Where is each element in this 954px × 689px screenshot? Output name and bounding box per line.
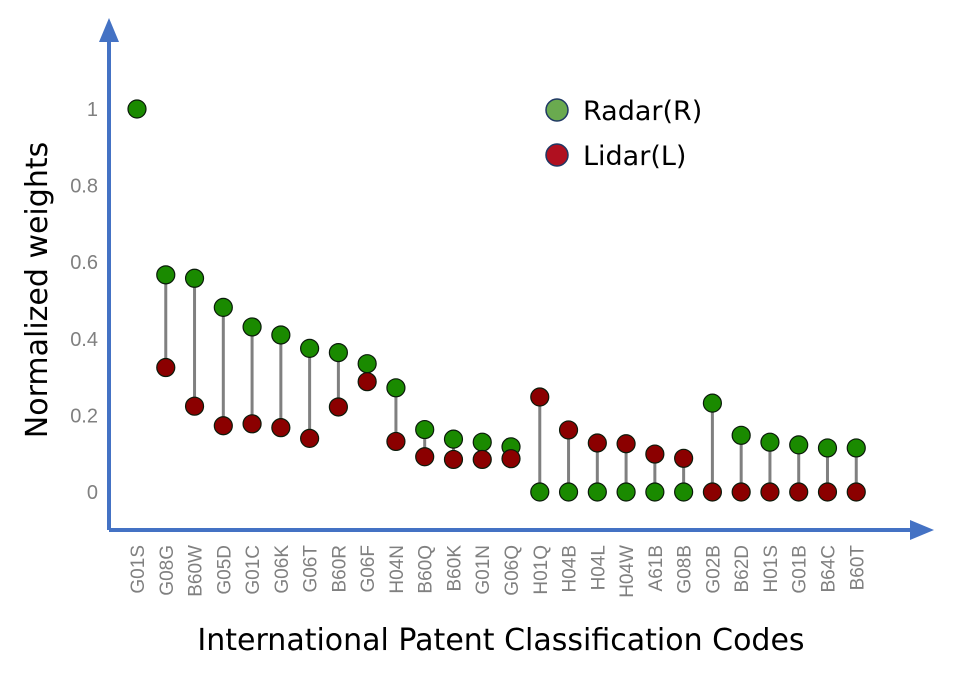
- radar-point: [357, 354, 377, 374]
- radar-point: [213, 297, 233, 317]
- radar-point: [386, 378, 406, 398]
- x-tick-label: A61B: [646, 545, 667, 591]
- x-tick-label: G06K: [272, 545, 293, 594]
- data-points: [127, 99, 866, 502]
- radar-point: [817, 438, 838, 458]
- radar-point: [443, 429, 464, 449]
- y-tick-label: 1: [87, 99, 98, 121]
- lidar-point: [702, 482, 723, 502]
- lidar-point: [386, 431, 406, 452]
- lidar-point: [300, 428, 320, 448]
- x-axis-arrow-icon: [910, 520, 934, 540]
- radar-point: [760, 432, 780, 452]
- radar-point: [616, 482, 636, 502]
- lidar-point: [472, 449, 492, 470]
- x-tick-label: H04W: [617, 545, 638, 598]
- radar-point: [127, 99, 147, 119]
- x-tick-label: B60R: [329, 545, 350, 593]
- y-tick-label: 0.6: [70, 252, 98, 274]
- x-tick-label: B60Q: [416, 545, 437, 594]
- lidar-point: [731, 482, 751, 502]
- x-tick-label: G06Q: [502, 545, 523, 596]
- radar-point: [156, 265, 176, 285]
- lidar-point: [213, 416, 233, 436]
- x-tick-label: G01S: [128, 545, 149, 594]
- lidar-point: [616, 434, 636, 454]
- y-axis-title: Normalized weights: [20, 142, 55, 438]
- legend: Radar(R) Lidar(L): [545, 96, 702, 172]
- lidar-point: [587, 433, 607, 453]
- lidar-point: [443, 449, 464, 470]
- lidar-point: [271, 418, 291, 438]
- y-tick-label: 0.2: [70, 405, 98, 427]
- x-tick-label: B64C: [818, 545, 839, 593]
- lidar-point: [242, 414, 262, 434]
- x-tick-label: H04N: [387, 545, 408, 594]
- x-tick-label: B60K: [444, 545, 465, 592]
- y-tick-label: 0: [87, 482, 98, 504]
- radar-point: [558, 482, 579, 502]
- x-tick-label: G01B: [790, 545, 811, 594]
- y-axis-arrow-icon: [99, 18, 119, 42]
- radar-point: [846, 438, 866, 458]
- x-tick-label: G01N: [473, 545, 494, 595]
- radar-point: [300, 338, 320, 358]
- radar-point: [645, 482, 665, 502]
- axes: [99, 18, 934, 540]
- y-tick-labels: 0 0.2 0.4 0.6 0.8 1: [70, 99, 98, 504]
- legend-label-lidar: Lidar(L): [583, 141, 686, 172]
- lidar-point: [789, 482, 809, 502]
- lidar-point: [558, 420, 579, 440]
- y-tick-label: 0.8: [70, 176, 98, 198]
- x-tick-label: G08G: [157, 545, 178, 596]
- radar-point: [472, 432, 492, 452]
- radar-point: [530, 482, 550, 502]
- x-tick-label: B62D: [732, 545, 753, 593]
- radar-point: [184, 268, 205, 288]
- legend-label-radar: Radar(R): [583, 96, 702, 127]
- lidar-point: [328, 397, 348, 417]
- lidar-point: [846, 482, 866, 502]
- lidar-point: [645, 444, 665, 464]
- lidar-point: [817, 482, 838, 502]
- x-tick-labels: G01S G08G B60W G05D G01C G06K G06T B60R G06F H04N…: [128, 545, 868, 598]
- legend-marker-lidar: [545, 143, 569, 167]
- x-tick-label: G01C: [243, 545, 264, 595]
- radar-point: [731, 425, 751, 445]
- x-tick-label: B60T: [847, 545, 868, 591]
- radar-point: [415, 419, 435, 440]
- lidar-point: [184, 396, 205, 416]
- legend-marker-radar: [545, 98, 569, 122]
- radar-point: [674, 482, 694, 502]
- x-tick-label: H01Q: [531, 545, 552, 595]
- x-tick-label: B60W: [186, 545, 207, 597]
- lidar-point: [415, 447, 435, 467]
- radar-point: [328, 342, 348, 363]
- y-tick-label: 0.4: [70, 329, 98, 351]
- x-tick-label: G06T: [301, 545, 322, 593]
- lidar-point: [674, 448, 694, 468]
- x-axis-title: International Patent Classification Code…: [197, 623, 804, 658]
- lidar-point: [760, 482, 780, 502]
- lidar-point: [501, 449, 521, 469]
- x-tick-label: G02B: [703, 545, 724, 594]
- lidar-point: [156, 357, 176, 378]
- radar-point: [789, 435, 809, 455]
- lidar-point: [530, 387, 550, 407]
- x-tick-label: H04L: [588, 545, 609, 590]
- x-tick-label: G06F: [358, 545, 379, 593]
- x-tick-label: G08B: [675, 545, 696, 594]
- x-tick-label: H04B: [560, 545, 581, 593]
- radar-point: [702, 393, 723, 413]
- radar-point: [242, 317, 262, 337]
- lidar-point: [357, 372, 377, 392]
- x-tick-label: G05D: [214, 545, 235, 595]
- radar-point: [587, 482, 607, 502]
- radar-point: [271, 325, 291, 345]
- x-tick-label: H01S: [761, 545, 782, 593]
